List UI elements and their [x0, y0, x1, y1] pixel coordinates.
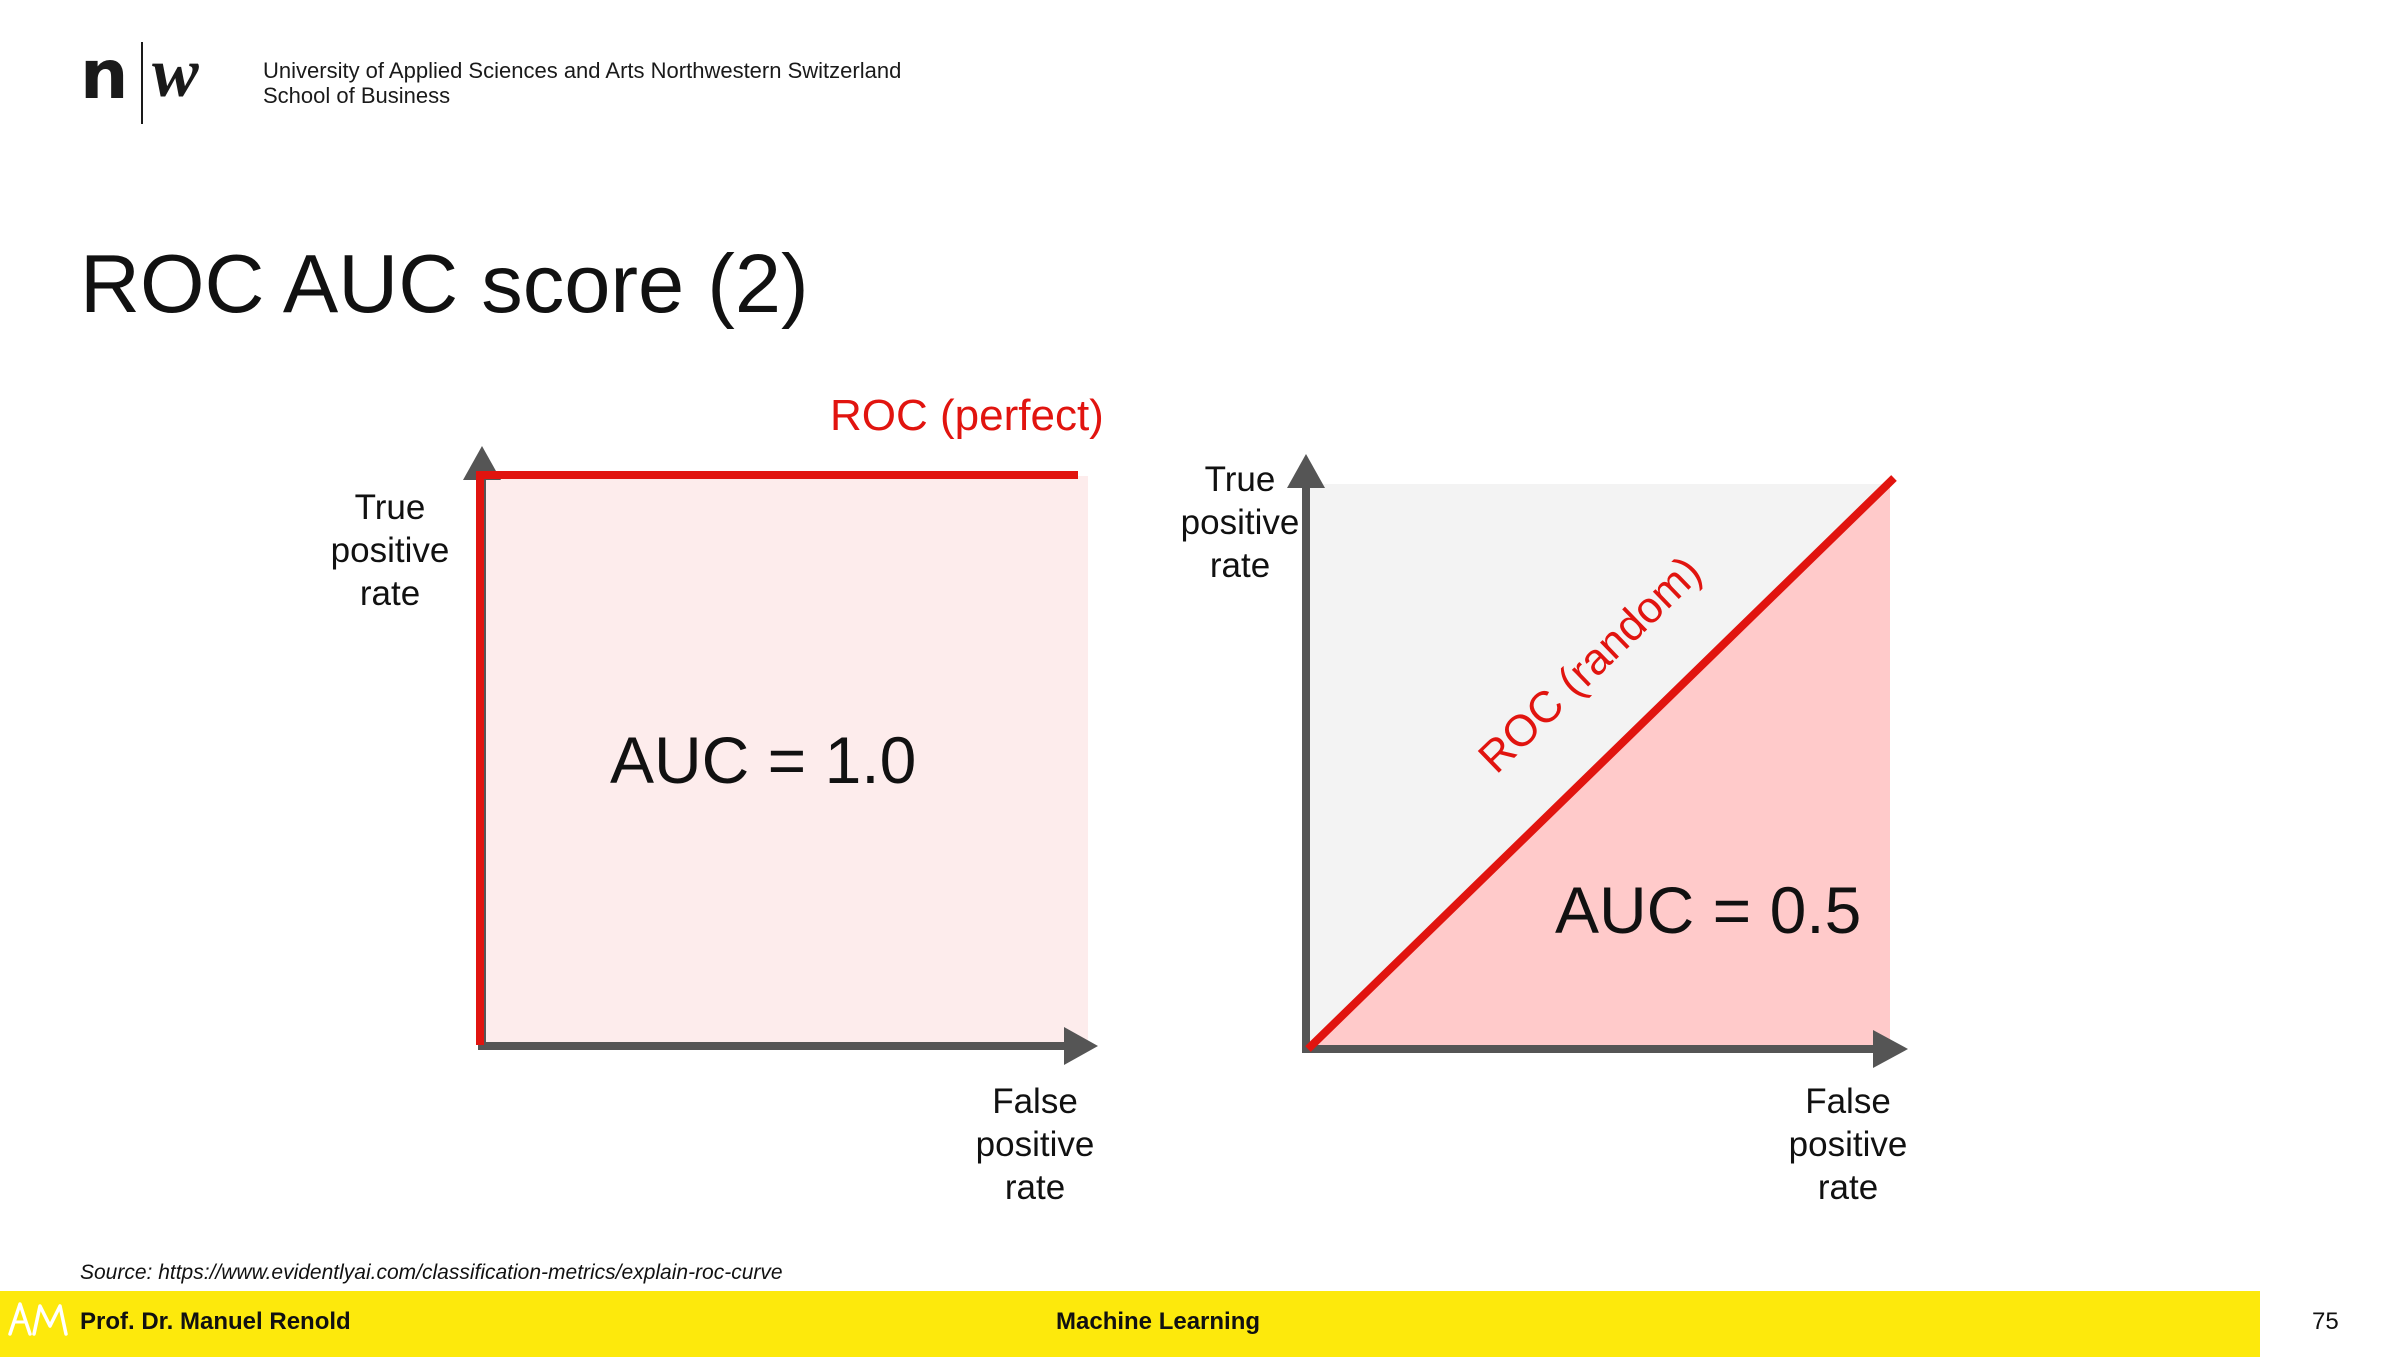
x-axis-arrow-left: [1064, 1027, 1098, 1065]
x-axis-label-left-line2: positive: [975, 1125, 1095, 1164]
x-axis-label-right-line2: positive: [1788, 1125, 1908, 1164]
roc-curve-perfect: [476, 471, 1078, 1045]
y-axis-arrow-right: [1287, 454, 1325, 488]
x-axis-label-right-line3: rate: [1817, 1168, 1879, 1207]
y-axis-label-left: True positive rate: [310, 486, 470, 615]
logo-divider: [141, 42, 143, 124]
x-axis-label-right-line1: False: [1805, 1082, 1891, 1121]
am-monogram-icon: [8, 1302, 68, 1336]
y-axis-label-right-line1: True: [1204, 460, 1276, 499]
institution-name: University of Applied Sciences and Arts …: [263, 58, 901, 108]
institution-line-2: School of Business: [263, 83, 451, 108]
auc-random-value: AUC = 0.5: [1555, 873, 1862, 947]
x-axis-label-left-line1: False: [992, 1082, 1078, 1121]
y-axis-label-right-line2: positive: [1180, 503, 1300, 542]
footer-bar: [0, 1291, 2260, 1357]
roc-perfect-label: ROC (perfect): [830, 391, 1104, 440]
source-citation: Source: https://www.evidentlyai.com/clas…: [80, 1261, 783, 1284]
page-number: 75: [2312, 1308, 2339, 1335]
logo-w-letter: w: [152, 35, 199, 112]
x-axis-label-right: False positive rate: [1768, 1080, 1928, 1209]
y-axis-label-left-line1: True: [354, 488, 426, 527]
footer-course: Machine Learning: [1056, 1308, 1261, 1335]
auc-perfect-value: AUC = 1.0: [610, 723, 917, 797]
y-axis-label-right-line3: rate: [1209, 546, 1271, 585]
footer-author: Prof. Dr. Manuel Renold: [80, 1308, 351, 1335]
roc-curve-random: [1305, 475, 1897, 1052]
y-axis-label-left-line3: rate: [359, 574, 421, 613]
auc-area-perfect: [482, 476, 1088, 1050]
y-axis-label-left-line2: positive: [330, 531, 450, 570]
x-axis-label-left: False positive rate: [955, 1080, 1115, 1209]
x-axis-label-left-line3: rate: [1004, 1168, 1066, 1207]
x-axis-arrow-right: [1873, 1030, 1908, 1068]
slide-title: ROC AUC score (2): [80, 237, 809, 330]
logo-n-letter: n: [80, 36, 129, 115]
institution-line-1: University of Applied Sciences and Arts …: [263, 58, 902, 83]
y-axis-label-right: True positive rate: [1160, 458, 1320, 587]
